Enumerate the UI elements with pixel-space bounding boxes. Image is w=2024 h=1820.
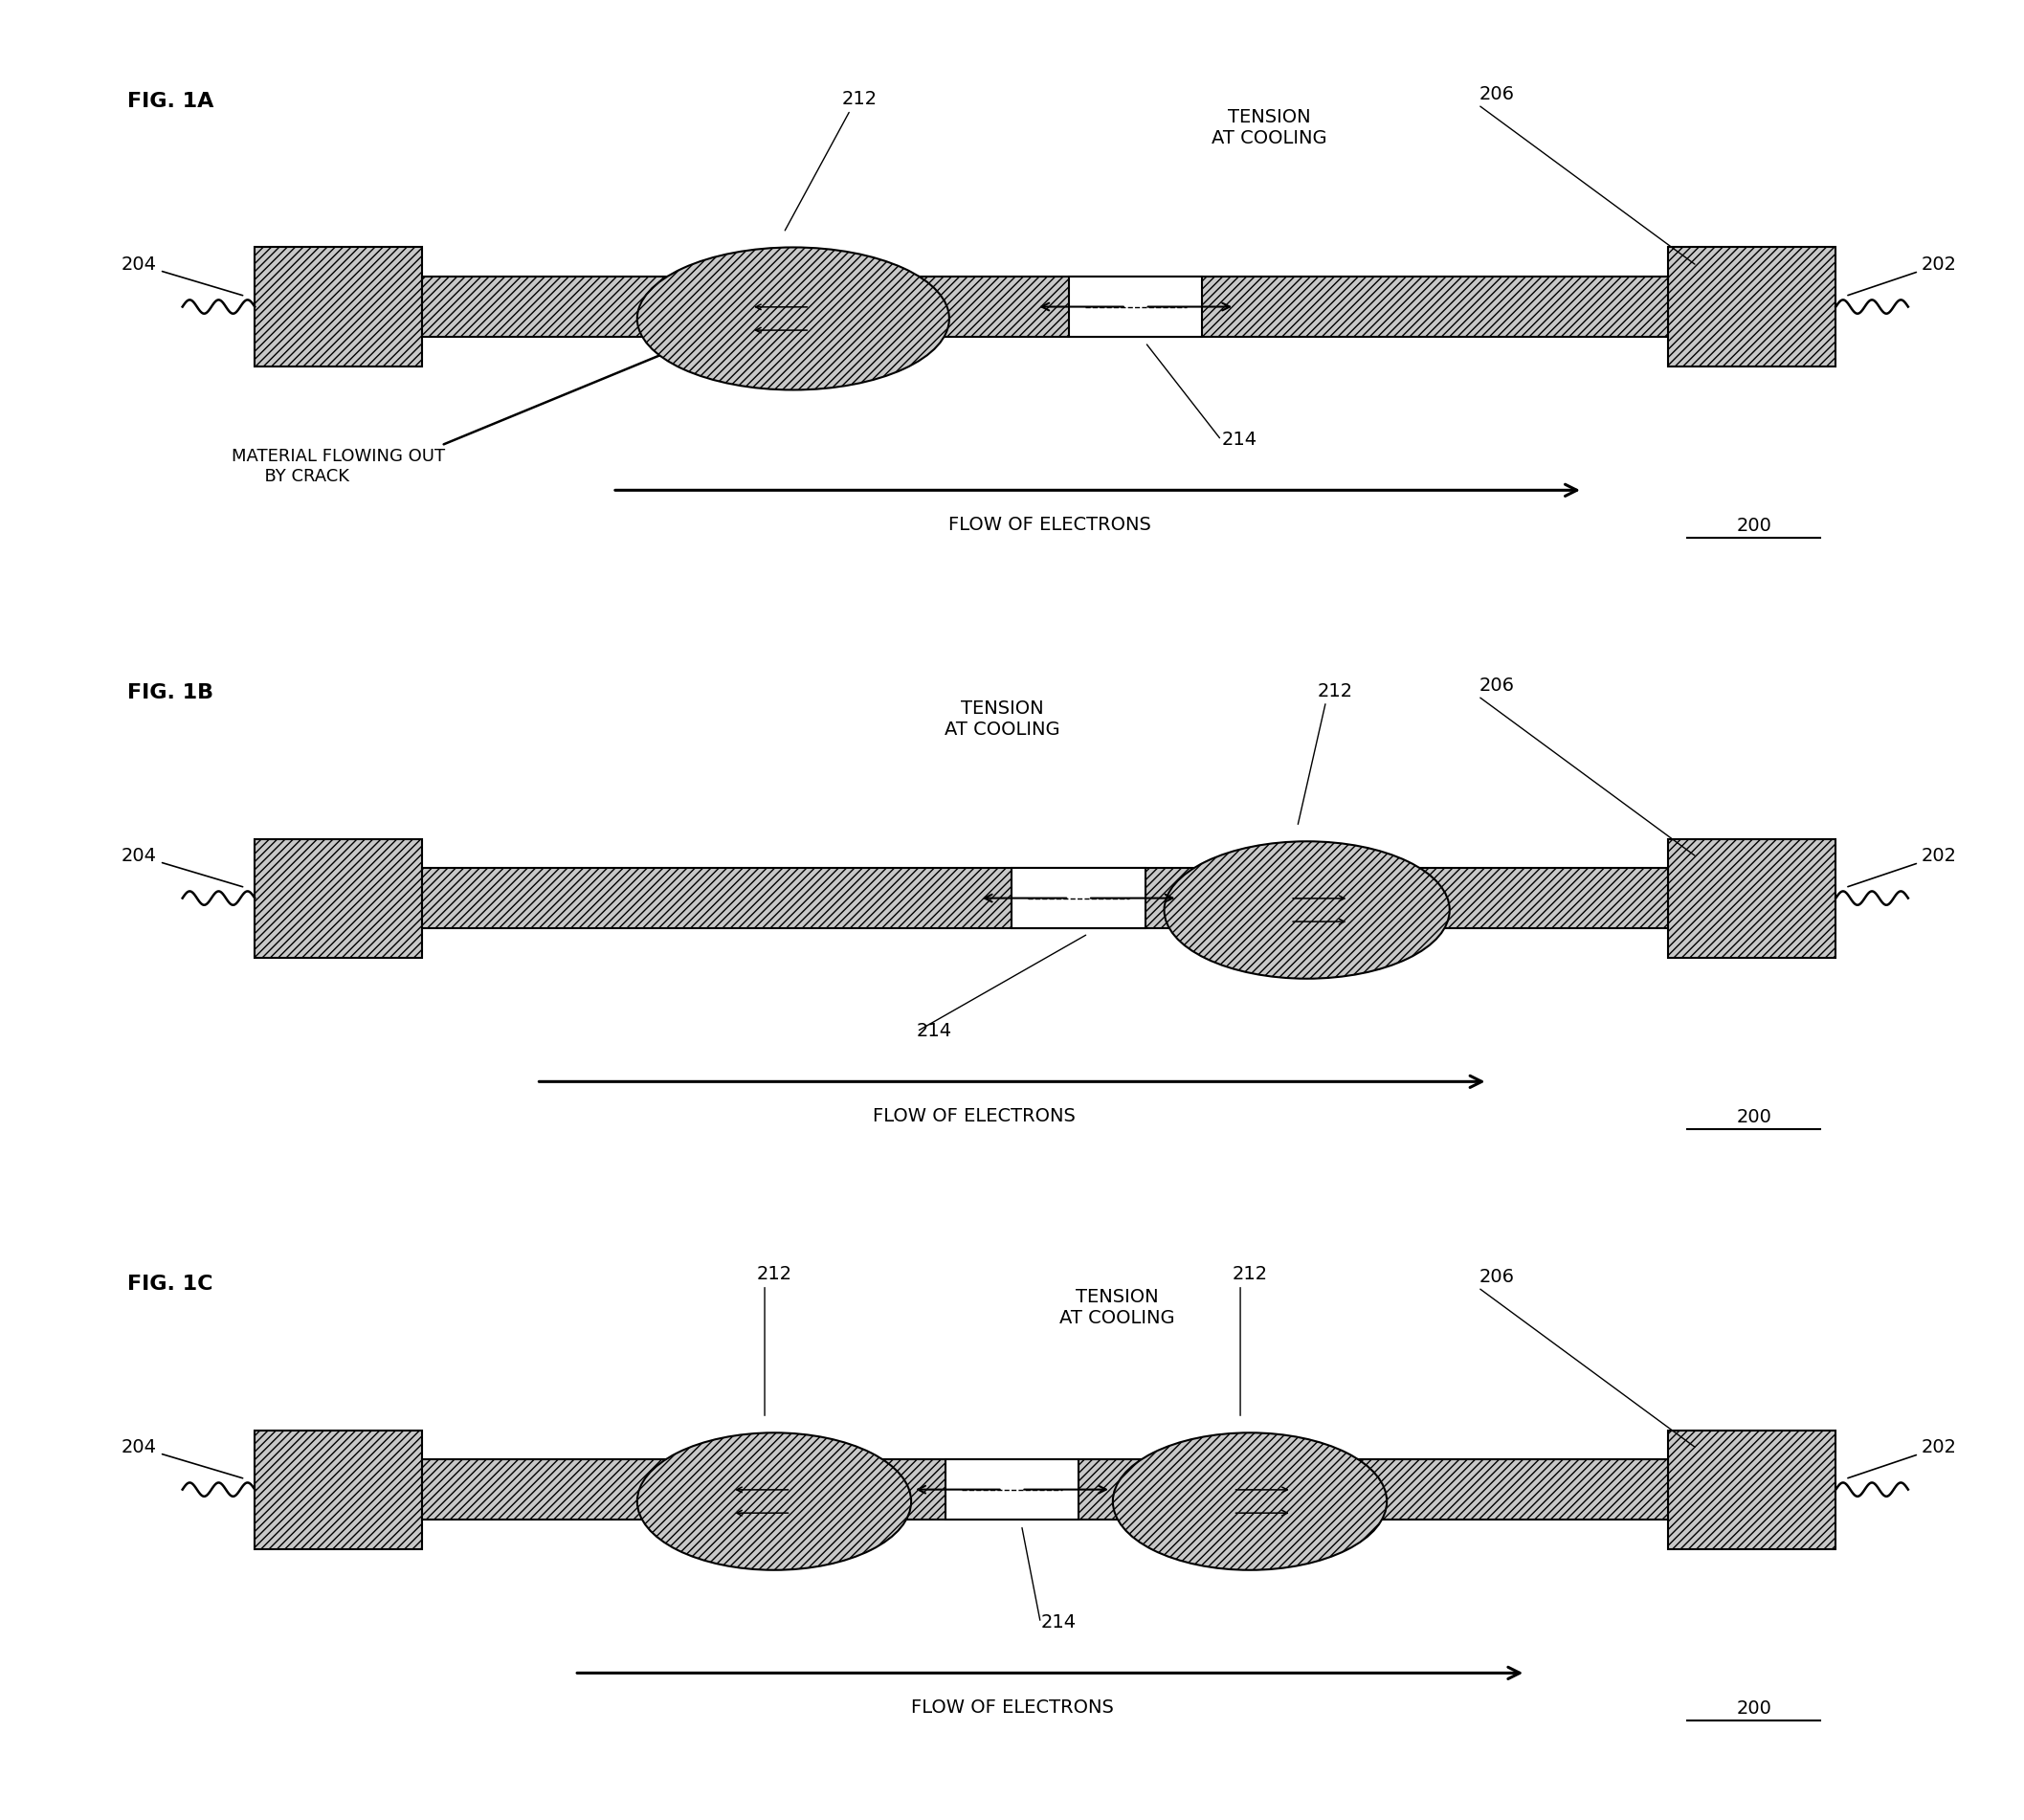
Text: 204: 204 bbox=[121, 255, 243, 295]
Text: FLOW OF ELECTRONS: FLOW OF ELECTRONS bbox=[949, 515, 1152, 533]
Bar bbox=[1069, 277, 1202, 337]
Text: FLOW OF ELECTRONS: FLOW OF ELECTRONS bbox=[872, 1107, 1075, 1125]
Bar bbox=[1668, 839, 1836, 957]
Text: TENSION
AT COOLING: TENSION AT COOLING bbox=[1210, 107, 1326, 147]
Bar bbox=[423, 277, 1668, 337]
Bar bbox=[945, 1460, 1079, 1520]
Text: 204: 204 bbox=[121, 846, 243, 886]
Text: 214: 214 bbox=[917, 1023, 953, 1041]
Text: FIG. 1C: FIG. 1C bbox=[128, 1274, 213, 1294]
Text: 214: 214 bbox=[1220, 431, 1257, 450]
Text: 212: 212 bbox=[757, 1265, 791, 1283]
Text: TENSION
AT COOLING: TENSION AT COOLING bbox=[945, 699, 1061, 739]
Bar bbox=[1668, 1431, 1836, 1549]
Text: TENSION
AT COOLING: TENSION AT COOLING bbox=[1059, 1289, 1174, 1327]
Ellipse shape bbox=[638, 248, 949, 389]
Text: 200: 200 bbox=[1737, 1108, 1771, 1127]
Text: 202: 202 bbox=[1848, 255, 1957, 295]
Text: 206: 206 bbox=[1480, 1269, 1514, 1287]
Bar bbox=[423, 868, 1668, 928]
Text: MATERIAL FLOWING OUT
      BY CRACK: MATERIAL FLOWING OUT BY CRACK bbox=[233, 448, 445, 486]
Ellipse shape bbox=[638, 1432, 911, 1571]
Text: 212: 212 bbox=[1233, 1265, 1267, 1283]
Text: 214: 214 bbox=[1040, 1614, 1077, 1633]
Text: 200: 200 bbox=[1737, 1700, 1771, 1718]
Ellipse shape bbox=[1164, 841, 1449, 979]
Text: 202: 202 bbox=[1848, 846, 1957, 886]
Text: 212: 212 bbox=[842, 91, 878, 109]
Text: FLOW OF ELECTRONS: FLOW OF ELECTRONS bbox=[911, 1698, 1113, 1716]
Text: 206: 206 bbox=[1480, 677, 1514, 695]
Bar bbox=[1012, 868, 1146, 928]
Bar bbox=[423, 1460, 1668, 1520]
Text: 204: 204 bbox=[121, 1438, 243, 1478]
Text: FIG. 1A: FIG. 1A bbox=[128, 91, 215, 111]
Text: 206: 206 bbox=[1480, 86, 1514, 104]
Text: 212: 212 bbox=[1318, 682, 1354, 701]
Bar bbox=[255, 839, 423, 957]
Bar bbox=[1668, 248, 1836, 366]
Ellipse shape bbox=[1113, 1432, 1386, 1571]
Text: 202: 202 bbox=[1848, 1438, 1957, 1478]
Bar bbox=[255, 248, 423, 366]
Bar bbox=[255, 1431, 423, 1549]
Text: 200: 200 bbox=[1737, 517, 1771, 535]
Text: FIG. 1B: FIG. 1B bbox=[128, 682, 215, 703]
